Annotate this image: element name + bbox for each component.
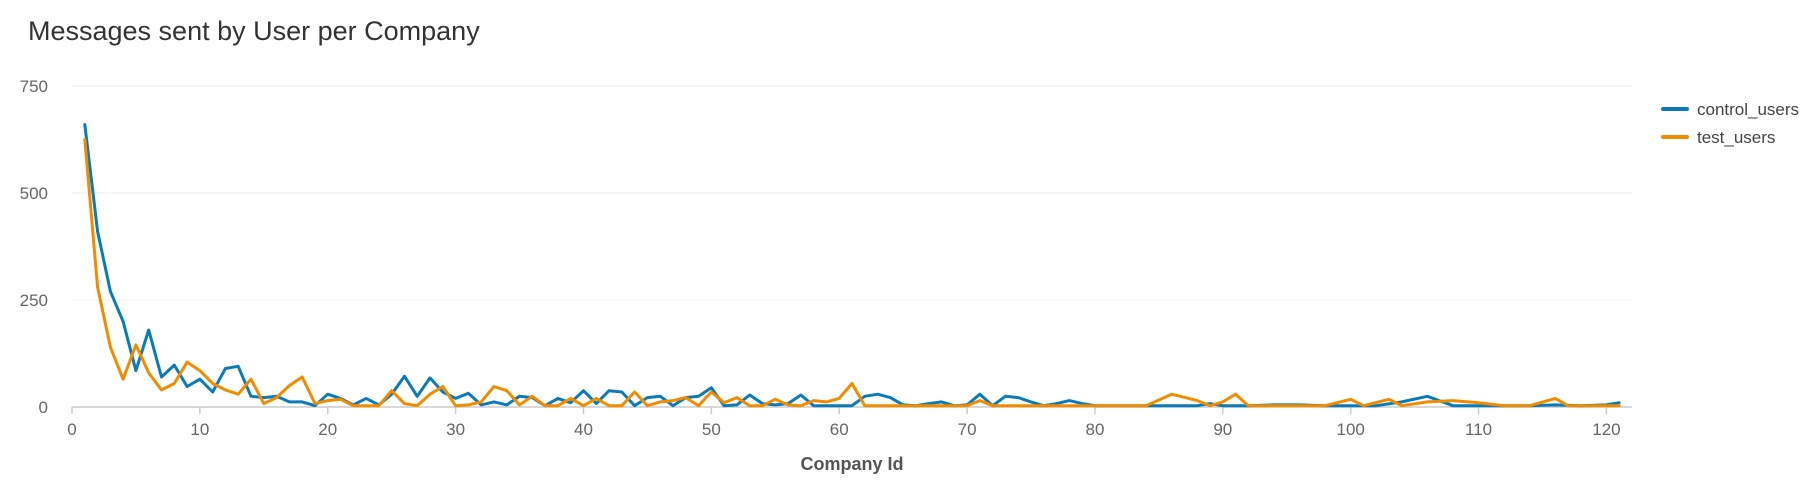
x-tick-label: 10 [190, 420, 209, 439]
x-tick-label: 120 [1592, 420, 1620, 439]
gridlines [72, 85, 1632, 301]
y-axis-ticks: 0 250 500 750 [20, 77, 48, 417]
series-line-control-users[interactable] [83, 123, 1621, 408]
legend[interactable]: control_users test_users [1661, 100, 1799, 147]
y-tick-label: 250 [20, 291, 48, 310]
x-tick-label: 40 [574, 420, 593, 439]
x-tick-label: 110 [1465, 420, 1492, 439]
x-tick-label: 70 [958, 420, 977, 439]
series-line-test-users[interactable] [83, 138, 1621, 408]
y-tick-label: 500 [20, 184, 48, 203]
y-tick-label: 750 [20, 77, 48, 96]
x-tick-label: 0 [67, 420, 76, 439]
x-axis-ticks: 0 10 20 30 40 50 60 70 80 90 100 110 120 [67, 407, 1621, 439]
x-axis-label: Company Id [800, 454, 903, 474]
x-tick-label: 80 [1085, 420, 1104, 439]
x-tick-label: 60 [830, 420, 849, 439]
x-tick-label: 100 [1337, 420, 1365, 439]
legend-label-control-users[interactable]: control_users [1697, 100, 1799, 119]
series-lines [83, 123, 1621, 408]
x-tick-label: 50 [702, 420, 721, 439]
y-tick-label: 0 [39, 398, 48, 417]
x-tick-label: 90 [1213, 420, 1232, 439]
x-tick-label: 20 [318, 420, 337, 439]
chart-title: Messages sent by User per Company [28, 16, 480, 46]
x-tick-label: 30 [446, 420, 465, 439]
legend-label-test-users[interactable]: test_users [1697, 128, 1775, 147]
